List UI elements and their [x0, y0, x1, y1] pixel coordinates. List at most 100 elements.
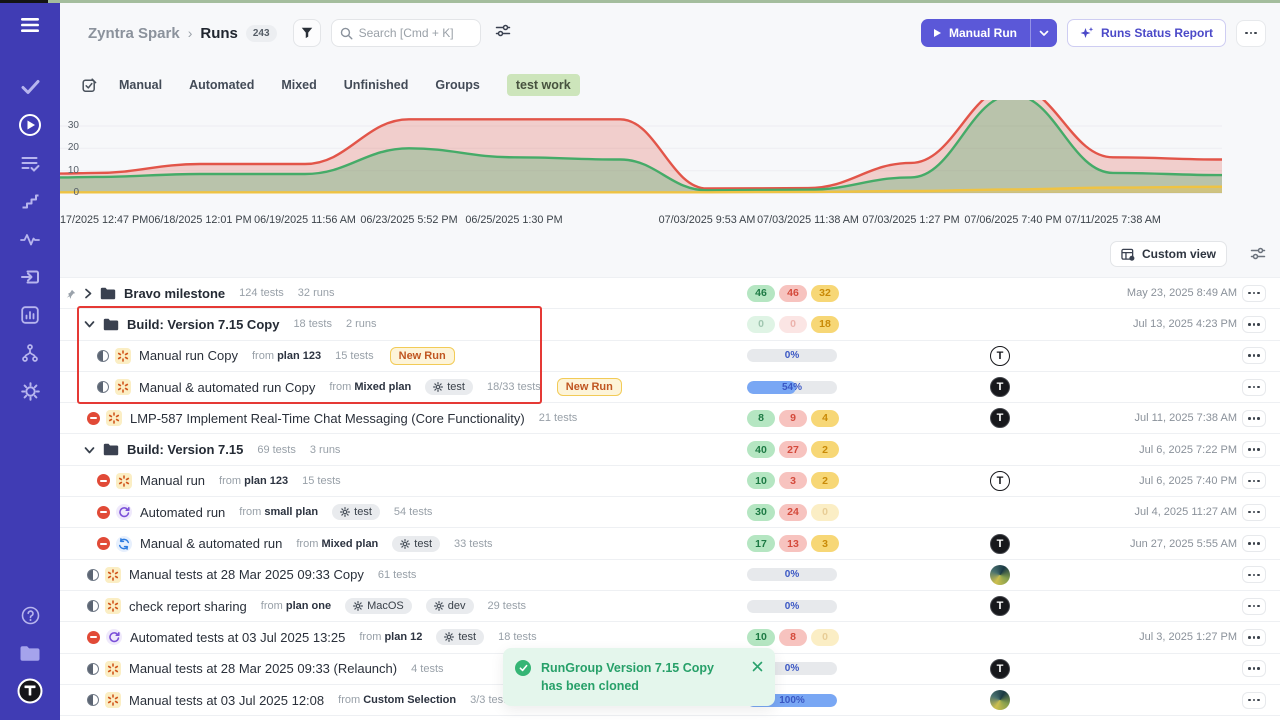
- row-menu-button[interactable]: [1242, 660, 1266, 678]
- settings-gear-icon[interactable]: [0, 372, 60, 410]
- folder-icon: [100, 287, 116, 300]
- group-row[interactable]: Build: Version 7.15 69 tests 3 runs 40 27 2 Ju…: [60, 434, 1280, 466]
- search-box[interactable]: [330, 19, 481, 47]
- branch-icon[interactable]: [0, 334, 60, 372]
- row-menu-button[interactable]: [1242, 628, 1266, 646]
- x-axis-label: 07/03/2025 9:53 AM: [658, 214, 756, 226]
- chevron-down-icon[interactable]: [84, 320, 95, 328]
- row-menu-button[interactable]: [1242, 315, 1266, 333]
- row-stats: 46 46 32: [747, 284, 839, 302]
- failed-count-badge: 8: [779, 628, 807, 646]
- custom-view-button[interactable]: Custom view: [1109, 241, 1227, 267]
- x-axis-label: 06/18/2025 12:01 PM: [148, 214, 252, 226]
- run-type-automated-icon: [106, 629, 122, 646]
- run-title: Automated run: [140, 504, 226, 520]
- filter-button[interactable]: [292, 19, 321, 47]
- tab-active-view[interactable]: test work: [506, 74, 580, 96]
- custom-view-label: Custom view: [1141, 247, 1216, 261]
- row-menu-button[interactable]: [1242, 441, 1266, 459]
- runs-play-icon[interactable]: [0, 106, 60, 144]
- env-tag: test: [332, 504, 380, 521]
- y-axis-tick: 30: [67, 120, 79, 131]
- breadcrumb-project[interactable]: Zyntra Spark: [88, 24, 180, 42]
- tests-count: 18 tests: [498, 631, 537, 644]
- test-plans-icon[interactable]: [0, 144, 60, 182]
- group-row[interactable]: Bravo milestone 124 tests 32 runs 46 46 32 May…: [60, 278, 1280, 310]
- row-content: Manual tests at 28 Mar 2025 09:33 (Relau…: [87, 660, 444, 677]
- assignee-avatar: T: [990, 408, 1010, 429]
- assignee-avatar: T: [990, 377, 1010, 398]
- status-in-progress-icon: [87, 694, 99, 706]
- from-plan-label: from plan 123: [252, 349, 322, 362]
- reports-chart-icon[interactable]: [0, 296, 60, 334]
- tab-manual[interactable]: Manual: [119, 78, 163, 92]
- help-icon[interactable]: [0, 596, 60, 634]
- run-date: Jul 13, 2025 4:23 PM: [1133, 318, 1237, 331]
- run-date: Jul 11, 2025 7:38 AM: [1134, 412, 1237, 425]
- row-menu-button[interactable]: [1242, 378, 1266, 396]
- row-menu-button[interactable]: [1242, 566, 1266, 584]
- toast-close-icon[interactable]: [752, 661, 763, 695]
- runs-status-report-button[interactable]: Runs Status Report: [1066, 19, 1226, 47]
- row-content: Manual tests at 28 Mar 2025 09:33 Copy 61…: [87, 566, 416, 583]
- run-row[interactable]: LMP-587 Implement Real-Time Chat Messagi…: [60, 403, 1280, 435]
- failed-count-badge: 0: [779, 315, 807, 333]
- run-row[interactable]: Manual run Copy from plan 123 15 tests New …: [60, 340, 1280, 372]
- header-more-button[interactable]: [1236, 19, 1266, 47]
- run-row[interactable]: check report sharing from plan one MacOS de…: [60, 590, 1280, 623]
- menu-icon[interactable]: [0, 0, 60, 50]
- search-input[interactable]: [358, 26, 469, 40]
- row-menu-button[interactable]: [1242, 347, 1266, 365]
- tab-groups[interactable]: Groups: [435, 78, 480, 92]
- run-row[interactable]: Manual run from plan 123 15 tests 10 3 2 T Jul …: [60, 465, 1280, 498]
- failed-count-badge: 27: [779, 441, 807, 459]
- projects-folder-icon[interactable]: [0, 634, 60, 672]
- row-stats: 30 24 0: [747, 503, 839, 521]
- toast-message: RunGroup Version 7.15 Copy has been clon…: [541, 661, 714, 694]
- tab-unfinished[interactable]: Unfinished: [343, 78, 409, 92]
- run-row[interactable]: Manual & automated run Copy from Mixed pl…: [60, 371, 1280, 404]
- group-row[interactable]: Build: Version 7.15 Copy 18 tests 2 runs 0 0…: [60, 309, 1280, 341]
- x-axis-label: 06/25/2025 1:30 PM: [465, 214, 563, 226]
- row-menu-button[interactable]: [1242, 284, 1266, 302]
- assignee-avatar: T: [990, 470, 1010, 491]
- tests-count: 29 tests: [487, 600, 527, 613]
- run-type-manual-icon: [115, 347, 131, 364]
- run-row[interactable]: Automated run from small plan test 54 tests…: [60, 497, 1280, 529]
- row-menu-button[interactable]: [1242, 472, 1266, 490]
- defects-pulse-icon[interactable]: [0, 220, 60, 258]
- test-cases-icon[interactable]: [0, 68, 60, 106]
- manual-run-button[interactable]: Manual Run: [920, 19, 1057, 47]
- row-content: Manual tests at 03 Jul 2025 12:08 from Cu…: [87, 692, 512, 708]
- user-avatar[interactable]: [0, 672, 60, 710]
- run-row[interactable]: Manual & automated run from Mixed plan tes…: [60, 528, 1280, 560]
- tests-count: 3 runs: [309, 443, 341, 456]
- chevron-down-icon[interactable]: [84, 446, 95, 454]
- gear-icon: [400, 538, 411, 549]
- row-menu-button[interactable]: [1242, 503, 1266, 521]
- status-in-progress-icon: [97, 381, 109, 394]
- passed-count-badge: 30: [747, 503, 775, 521]
- runs-table: Bravo milestone 124 tests 32 runs 46 46 32 May…: [60, 277, 1280, 720]
- display-settings-icon[interactable]: [1250, 246, 1266, 266]
- row-menu-button[interactable]: [1242, 535, 1266, 553]
- run-date: Jul 6, 2025 7:40 PM: [1139, 474, 1237, 487]
- other-count-badge: 18: [811, 315, 839, 333]
- row-menu-button[interactable]: [1242, 597, 1266, 615]
- run-row[interactable]: Manual tests at 28 Mar 2025 09:33 Copy 61…: [60, 559, 1280, 591]
- manual-run-dropdown[interactable]: [1029, 19, 1057, 47]
- requirements-import-icon[interactable]: [0, 258, 60, 296]
- chevron-right-icon[interactable]: [84, 288, 92, 299]
- tab-mixed[interactable]: Mixed: [281, 78, 317, 92]
- group-title: Bravo milestone: [124, 285, 226, 301]
- from-plan-label: from small plan: [239, 506, 319, 519]
- shared-steps-icon[interactable]: [0, 182, 60, 220]
- x-axis-label: 07/06/2025 7:40 PM: [964, 214, 1062, 226]
- row-menu-button[interactable]: [1242, 691, 1266, 709]
- tab-automated[interactable]: Automated: [189, 78, 255, 92]
- status-blocked-icon: [97, 537, 110, 551]
- row-menu-button[interactable]: [1242, 409, 1266, 427]
- search-settings-icon[interactable]: [495, 23, 511, 43]
- saved-views-icon[interactable]: [82, 77, 97, 93]
